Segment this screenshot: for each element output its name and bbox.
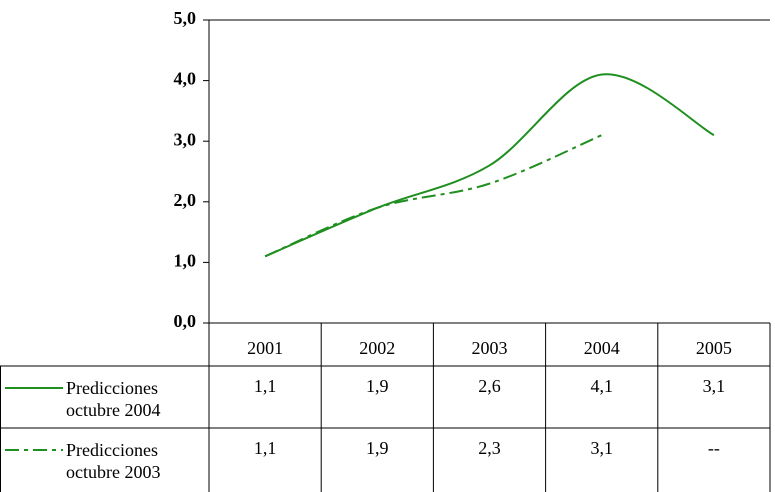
table-value: 1,9 [366, 376, 389, 396]
series-line [264, 134, 603, 258]
x-tick-label: 2003 [472, 338, 508, 358]
table-value: 3,1 [703, 376, 726, 396]
table-value: 1,9 [366, 438, 389, 458]
y-tick-label: 3,0 [174, 129, 197, 149]
table-value: 4,1 [590, 376, 613, 396]
table-value: 1,1 [254, 438, 277, 458]
y-tick-label: 2,0 [174, 190, 197, 210]
y-tick-label: 1,0 [174, 251, 197, 271]
table-value: -- [708, 438, 720, 458]
y-tick-label: 4,0 [174, 69, 197, 89]
table-value: 3,1 [590, 438, 613, 458]
legend-label: Predicciones octubre 2003 [66, 440, 161, 482]
x-tick-label: 2001 [247, 338, 283, 358]
series-line [264, 73, 715, 258]
y-tick-label: 5,0 [174, 8, 197, 28]
table-value: 2,3 [478, 438, 501, 458]
legend-label: Predicciones octubre 2004 [66, 378, 161, 420]
table-value: 2,6 [478, 376, 501, 396]
y-tick-label: 0,0 [174, 311, 197, 331]
table-value: 1,1 [254, 376, 277, 396]
x-tick-label: 2005 [696, 338, 732, 358]
x-tick-label: 2002 [359, 338, 395, 358]
x-tick-label: 2004 [584, 338, 620, 358]
